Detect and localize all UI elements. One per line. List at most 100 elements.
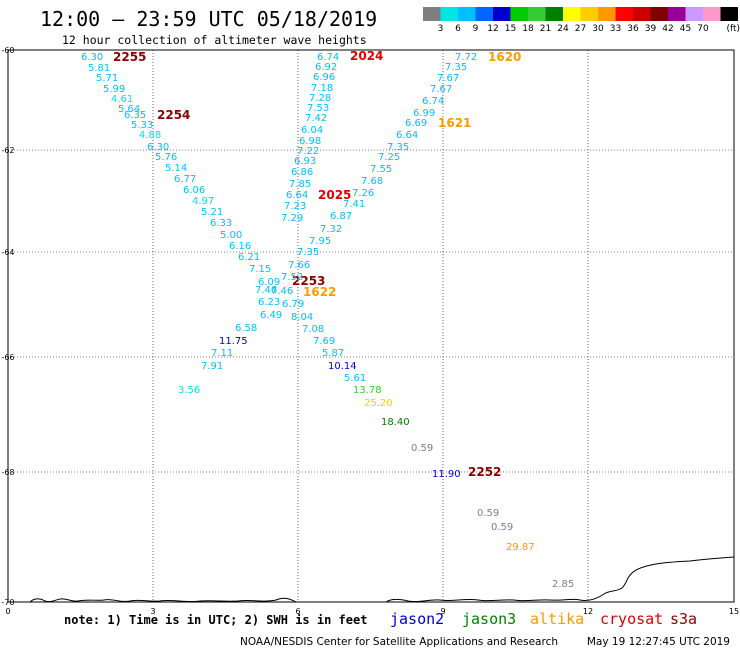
swh-value: 6.86 [291,167,313,178]
swh-value: 7.67 [437,73,459,84]
latitude-tick-label: -68 [1,468,14,477]
swh-value: 7.41 [343,199,365,210]
legend-tick-label: 70 [697,24,709,34]
swh-value: 6.16 [229,241,251,252]
swh-value: 7.35 [445,62,467,73]
swh-value: 4.61 [111,94,133,105]
legend-tick-label: 12 [487,24,498,34]
swh-value: 6.58 [235,323,257,334]
legend-swatch [615,7,633,21]
swh-value: 6.96 [313,72,335,83]
swh-value: 5.64 [118,104,140,115]
legend-swatch [563,7,581,21]
swh-value: 5.71 [96,73,118,84]
swh-value: 25.20 [364,398,393,409]
longitude-tick-label: 0 [5,607,10,616]
latitude-tick-label: -62 [1,146,14,155]
swh-value: 6.23 [258,297,280,308]
latitude-tick-label: -64 [1,248,14,257]
swh-value: 6.93 [294,156,316,167]
swh-value: 7.85 [289,179,311,190]
color-scale-legend: 3 6 9 12 15 18 21 24 27 30 33 36 39 42 45 70 (ft) [423,7,740,34]
map-title: 12:00 – 23:59 UTC 05/18/2019 [40,7,377,31]
swh-value: 8.04 [291,312,313,323]
swh-value: 6.64 [396,130,418,141]
swh-value: 13.78 [353,385,382,396]
swh-value: 5.14 [165,163,187,174]
map-frame [7,49,735,603]
legend-swatch [685,7,703,21]
longitude-tick-label: 3 [150,607,155,616]
footer-note: note: 1) Time is in UTC; 2) SWH is in fe… [64,613,367,627]
pass-time-label: 2255 [113,50,146,64]
pass-time-label: 2254 [157,108,190,122]
axis-tick-labels: 0 3 6 9 12 15 -60 -62 -64 -66 -68 -70 [1,46,739,616]
swh-value: 5.87 [322,348,344,359]
swh-value: 4.88 [139,130,161,141]
swh-value: 7.29 [281,213,303,224]
swh-value: 7.53 [307,103,329,114]
latitude-tick-label: -70 [1,598,14,607]
longitude-tick-label: 12 [583,607,593,616]
significant-wave-height-values: 6.305.815.715.994.615.646.355.334.886.30… [81,52,574,590]
swh-value: 7.22 [297,146,319,157]
pass-time-label: 1620 [488,50,521,64]
longitude-tick-label: 15 [729,607,739,616]
legend-tick-label: 42 [662,24,673,34]
pass-time-label: 2252 [468,465,501,479]
legend-swatch [703,7,721,21]
swh-value: 7.72 [455,52,477,63]
swh-value: 6.98 [299,136,321,147]
swh-value: 7.08 [302,324,324,335]
swh-value: 4.97 [192,196,214,207]
legend-swatch [668,7,686,21]
legend-tick-label: 33 [610,24,621,34]
legend-swatch [598,7,616,21]
lat-lon-grid [8,50,734,602]
legend-tick-label: 36 [627,24,639,34]
swh-value: 7.32 [320,224,342,235]
legend-unit: (ft) [726,24,740,34]
swh-value: 7.68 [361,176,383,187]
coastline-east [385,556,735,603]
legend-swatch [475,7,493,21]
pass-time-label: 2253 [292,274,325,288]
swh-value: 7.95 [309,236,331,247]
pass-time-label: 1621 [438,116,471,130]
swh-value: 6.30 [81,52,103,63]
legend-tick-label: 27 [575,24,586,34]
swh-value: 6.04 [301,125,323,136]
legend-tick-label: 24 [557,24,569,34]
footer-timestamp: May 19 12:27:45 UTC 2019 [587,636,730,648]
swh-value: 0.59 [477,508,499,519]
pass-time-label: 1622 [303,285,336,299]
latitude-tick-label: -60 [1,46,14,55]
longitude-tick-label: 6 [295,607,300,616]
legend-tick-label: 6 [455,24,461,34]
legend-swatch [440,7,458,21]
satellite-legend-entry: cryosat [600,610,663,628]
swh-value: 7.11 [211,348,233,359]
swh-value: 5.00 [220,230,242,241]
swh-value: 5.99 [103,84,125,95]
pass-time-label: 2024 [350,49,383,63]
swh-value: 7.25 [378,152,400,163]
coastline [29,597,297,603]
swh-value: 7.23 [284,201,306,212]
swh-value: 6.30 [147,142,169,153]
swh-value: 6.87 [330,211,352,222]
legend-swatch [720,7,738,21]
swh-value: 5.81 [88,63,110,74]
swh-value: 6.74 [422,96,444,107]
swh-value: 5.21 [201,207,223,218]
swh-value: 7.69 [313,336,335,347]
legend-swatch [528,7,546,21]
swh-value: 6.74 [317,52,339,63]
legend-tick-label: 9 [473,24,479,34]
legend-swatch [633,7,651,21]
swh-value: 6.35 [124,110,146,121]
swh-value: 7.67 [430,84,452,95]
swh-value: 6.49 [260,310,282,321]
swh-value: 6.64 [286,190,308,201]
swh-value: 5.33 [131,120,153,131]
